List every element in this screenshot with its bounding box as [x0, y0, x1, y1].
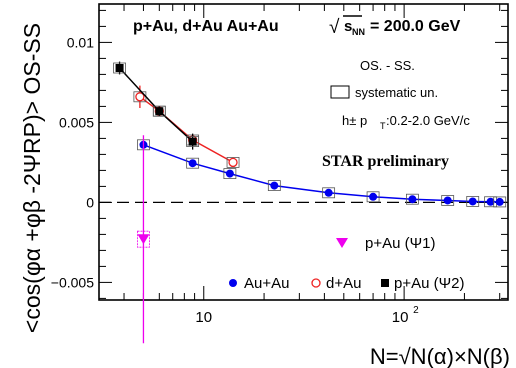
y-tick-label: 0 — [86, 194, 94, 210]
systematic-box — [322, 187, 336, 199]
legend-auau-marker — [229, 279, 237, 287]
data-point — [225, 169, 234, 178]
preliminary-label: STAR preliminary — [322, 153, 449, 170]
os-ss-label: OS. - SS. — [360, 58, 415, 73]
systematic-box-icon — [330, 85, 350, 99]
energy-s: s — [344, 18, 352, 35]
x-tick-label: 10 — [195, 309, 212, 326]
legend-pau-label: p+Au (Ψ2) — [394, 275, 464, 292]
data-point — [468, 197, 477, 206]
data-point — [188, 137, 197, 146]
systematic-box — [406, 193, 419, 205]
data-point — [115, 64, 124, 72]
data-point — [155, 107, 164, 116]
x-tick-label-exponent: 2 — [413, 305, 419, 316]
x-tick-label: 10 — [392, 309, 409, 326]
legend-dau-label: d+Au — [326, 275, 361, 292]
systematic-box — [186, 136, 200, 148]
systematic-label: systematic un. — [355, 85, 438, 100]
y-tick-label: 0.005 — [59, 114, 94, 130]
pt-sub: T — [380, 121, 386, 131]
energy-nn: NN — [352, 27, 365, 37]
data-point — [188, 159, 197, 168]
legend-triangle-marker — [336, 238, 348, 248]
energy-value: = 200.0 GeV — [370, 18, 461, 35]
x-axis-title: N=√N(α)×N(β) — [370, 344, 510, 368]
chart-title: p+Au, d+Au Au+Au — [133, 18, 279, 35]
y-tick-label: 0.01 — [67, 34, 94, 50]
y-tick-label: −0.005 — [51, 274, 94, 290]
data-point — [408, 195, 417, 204]
pt-post: :0.2-2.0 GeV/c — [386, 113, 470, 128]
systematic-box — [137, 230, 150, 248]
legend-pau-marker — [381, 279, 389, 287]
data-point — [369, 192, 378, 201]
data-point — [137, 234, 150, 245]
data-point — [486, 197, 495, 206]
pt-range-label: h± p T :0.2-2.0 GeV/c — [342, 113, 470, 131]
sqrt-symbol: √ — [329, 17, 340, 38]
y-axis-title: <cos(φα +φβ -2ΨRP)> OS-SS — [19, 23, 45, 333]
systematic-box — [226, 156, 240, 168]
energy-label: √ s NN = 200.0 GeV — [329, 15, 461, 38]
legend-bottom-row: Au+Au d+Au p+Au (Ψ2) — [229, 275, 464, 292]
legend-psi1-label: p+Au (Ψ1) — [365, 235, 435, 252]
systematic-box — [152, 105, 166, 117]
plot-area: 0.01 0.005 0 −0.005 10 10 2 — [51, 3, 509, 344]
data-point — [324, 188, 333, 197]
series-line — [139, 96, 234, 164]
legend-dau-marker — [311, 278, 321, 288]
data-point — [270, 181, 279, 190]
legend-auau-label: Au+Au — [244, 275, 289, 292]
systematic-box — [493, 196, 507, 208]
plot-frame — [98, 3, 509, 301]
data-point — [443, 196, 452, 205]
systematic-box — [441, 195, 455, 206]
pt-pre: h± p — [342, 113, 367, 128]
data-point — [495, 197, 504, 206]
systematic-box — [366, 191, 380, 203]
systematic-box — [466, 196, 480, 207]
data-point — [135, 92, 145, 102]
data-point — [228, 157, 238, 168]
systematic-box — [113, 62, 126, 74]
systematic-box — [223, 168, 237, 180]
systematic-box — [186, 157, 200, 169]
legend-psi1: p+Au (Ψ1) — [336, 235, 435, 252]
systematic-box — [267, 180, 281, 192]
